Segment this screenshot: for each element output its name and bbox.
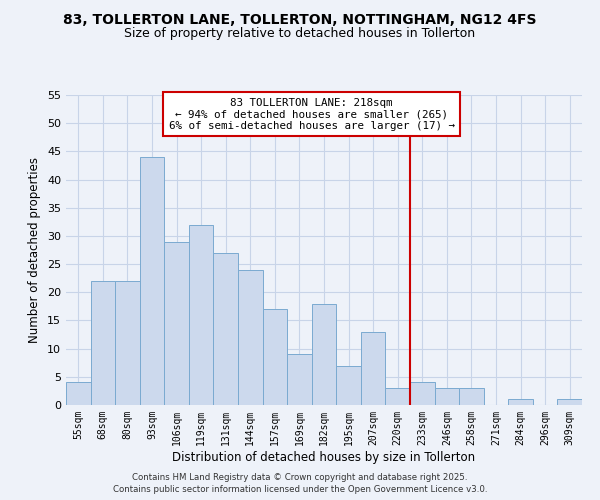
Bar [312, 304, 336, 405]
Text: Size of property relative to detached houses in Tollerton: Size of property relative to detached ho… [124, 28, 476, 40]
Bar [434, 388, 459, 405]
Text: Contains public sector information licensed under the Open Government Licence v3: Contains public sector information licen… [113, 485, 487, 494]
Y-axis label: Number of detached properties: Number of detached properties [28, 157, 41, 343]
Bar [214, 253, 238, 405]
Bar [66, 382, 91, 405]
Text: Contains HM Land Registry data © Crown copyright and database right 2025.: Contains HM Land Registry data © Crown c… [132, 472, 468, 482]
Text: 83 TOLLERTON LANE: 218sqm
← 94% of detached houses are smaller (265)
6% of semi-: 83 TOLLERTON LANE: 218sqm ← 94% of detac… [169, 98, 455, 131]
Bar [263, 309, 287, 405]
Bar [336, 366, 361, 405]
Bar [385, 388, 410, 405]
Bar [164, 242, 189, 405]
Bar [140, 157, 164, 405]
Bar [361, 332, 385, 405]
Bar [287, 354, 312, 405]
Bar [557, 400, 582, 405]
X-axis label: Distribution of detached houses by size in Tollerton: Distribution of detached houses by size … [172, 450, 476, 464]
Bar [189, 224, 214, 405]
Bar [115, 281, 140, 405]
Bar [508, 400, 533, 405]
Text: 83, TOLLERTON LANE, TOLLERTON, NOTTINGHAM, NG12 4FS: 83, TOLLERTON LANE, TOLLERTON, NOTTINGHA… [63, 12, 537, 26]
Bar [91, 281, 115, 405]
Bar [410, 382, 434, 405]
Bar [238, 270, 263, 405]
Bar [459, 388, 484, 405]
